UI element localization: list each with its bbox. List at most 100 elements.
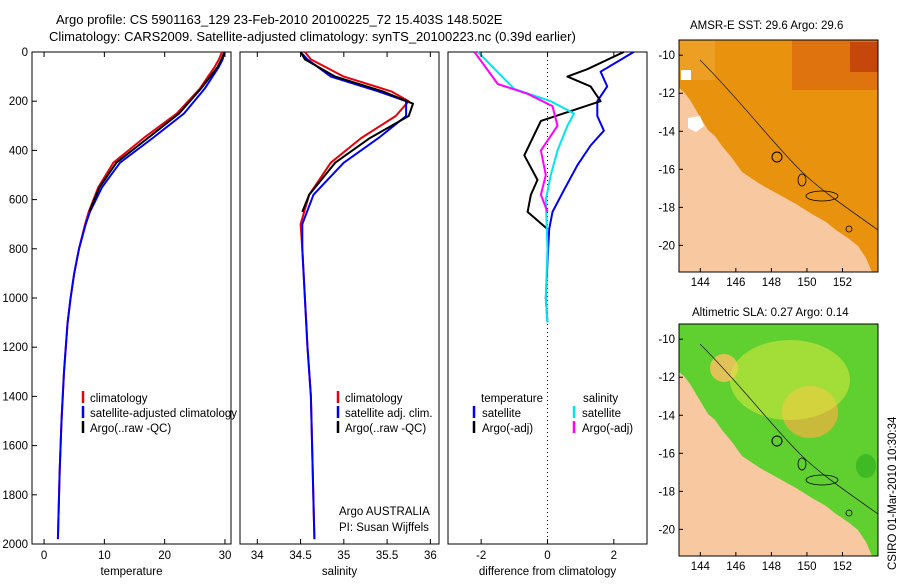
sla-lon-label: 152	[833, 561, 852, 573]
argo-agency: Argo AUSTRALIA	[339, 506, 430, 518]
salinity-xtick-label: 35	[337, 550, 350, 562]
credit-timestamp: CSIRO 01-Mar-2010 10:30:34	[887, 416, 899, 570]
temperature-ytick-label: 1000	[2, 293, 28, 305]
sst-lat-label: -14	[658, 126, 675, 138]
temperature-ytick-label: 800	[9, 244, 28, 256]
sla-lat-label: -20	[658, 524, 675, 536]
sst-map	[678, 39, 879, 273]
sla-map-title: Altimetric SLA: 0.27 Argo: 0.14	[692, 307, 849, 319]
sla-lat-label: -14	[658, 410, 675, 422]
salinity-series-satellite-adj-clim-	[299, 51, 408, 540]
sla-moderate-anomaly	[730, 340, 850, 420]
legend-label-argo: Argo(..raw -QC)	[90, 423, 171, 435]
difference-series-temperature-argo-adj-	[523, 51, 625, 230]
temperature-xtick-label: 0	[41, 550, 47, 562]
difference-series-salinity-argo-adj-	[473, 51, 559, 213]
salinity-plot: 34 34.5 35 35.5 36 salinity	[251, 51, 437, 578]
sst-lat-label: -16	[658, 164, 675, 176]
temperature-ytick-label: 1800	[2, 490, 28, 502]
salinity-xtick-label: 34.5	[289, 550, 311, 562]
salinity-legend: climatology satellite adj. clim. Argo(..…	[336, 391, 433, 534]
sla-isobath	[699, 343, 879, 515]
sst-lat-label: -20	[658, 240, 675, 252]
sla-lat-label: -18	[658, 486, 675, 498]
difference-xtick-label: 0	[544, 550, 550, 562]
legend-label-temp-argo: Argo(-adj)	[482, 423, 533, 435]
temperature-axes	[31, 51, 232, 545]
difference-xtick-label: -2	[476, 550, 486, 562]
sst-lon-label: 148	[762, 277, 781, 289]
title-line-2: Climatology: CARS2009. Satellite-adjuste…	[49, 29, 576, 44]
legend-label-climatology: climatology	[90, 393, 148, 405]
sla-lon-label: 146	[726, 561, 745, 573]
sst-lat-label: -10	[658, 50, 675, 62]
legend-label-satellite: satellite-adjusted climatology	[90, 408, 237, 420]
sla-lat-label: -12	[658, 372, 675, 384]
temperature-ytick-label: 1400	[2, 391, 28, 403]
sla-lat-label: -16	[658, 448, 675, 460]
temperature-series-satellite-adjusted-climatology	[56, 51, 226, 540]
difference-axes	[447, 51, 648, 545]
difference-series-temperature-satellite	[544, 51, 635, 323]
legend-label-sal-satellite: satellite	[582, 408, 621, 420]
temperature-ytick-label: 2000	[2, 539, 28, 551]
temperature-series-argo-raw-qc-	[88, 51, 226, 213]
sla-lon-label: 150	[797, 561, 816, 573]
sst-missing-data-2	[688, 116, 704, 132]
legend-header-salinity: salinity	[583, 393, 618, 405]
sla-low-anomaly	[856, 454, 876, 478]
temperature-plot: 0 10 20 30 0 200 400 600 800 1000 1200 1400 1600 1800…	[2, 47, 231, 578]
salinity-xtick-label: 35.5	[376, 550, 398, 562]
temperature-xtick-label: 10	[98, 550, 111, 562]
salinity-xtick-label: 34	[251, 550, 264, 562]
difference-series-salinity-satellite	[477, 51, 575, 323]
title-line-1: Argo profile: CS 5901163_129 23-Feb-2010…	[56, 12, 503, 27]
sst-reef-island-3	[845, 225, 853, 233]
sst-lat-label: -18	[658, 202, 675, 214]
sst-hot-patch	[850, 42, 878, 72]
temperature-xtick-label: 30	[219, 550, 232, 562]
temperature-legend: climatology satellite-adjusted climatolo…	[81, 391, 237, 435]
temperature-series-climatology	[56, 51, 223, 540]
temperature-ytick-label: 1600	[2, 441, 28, 453]
temperature-ytick-label: 0	[22, 47, 28, 59]
sst-lon-label: 150	[797, 277, 816, 289]
temperature-ytick-label: 200	[9, 96, 28, 108]
sst-map-frame	[678, 39, 879, 273]
sst-map-title: AMSR-E SST: 29.6 Argo: 29.6	[690, 20, 843, 32]
sla-lon-label: 144	[691, 561, 711, 573]
sst-isobath	[699, 59, 879, 231]
sst-missing-data	[681, 70, 691, 80]
salinity-series-argo-raw-qc-	[299, 51, 414, 213]
sla-map	[678, 323, 879, 557]
sst-lon-label: 144	[691, 277, 711, 289]
sst-reef-island	[805, 190, 839, 202]
difference-xlabel: difference from climatology	[479, 566, 616, 578]
sst-ocean-field	[679, 40, 878, 272]
temperature-ytick-label: 400	[9, 145, 28, 157]
legend-header-temperature: temperature	[481, 393, 543, 405]
legend-label-argo: Argo(..raw -QC)	[345, 423, 426, 435]
sla-reef-island	[805, 474, 839, 486]
sla-lon-label: 148	[762, 561, 781, 573]
salinity-axes	[239, 51, 440, 545]
temperature-xlabel: temperature	[100, 566, 162, 578]
argo-pi: PI: Susan Wijffels	[339, 522, 429, 534]
sst-lon-label: 152	[833, 277, 852, 289]
sst-lon-label: 146	[726, 277, 745, 289]
sla-reef-island-3	[845, 509, 853, 517]
sst-reef-island-2	[797, 173, 807, 187]
legend-label-sal-argo: Argo(-adj)	[582, 423, 633, 435]
temperature-ytick-label: 600	[9, 195, 28, 207]
salinity-xtick-label: 36	[424, 550, 437, 562]
temperature-xtick-label: 20	[158, 550, 171, 562]
sla-argo-position-marker	[771, 435, 783, 447]
sla-lat-label: -10	[658, 334, 675, 346]
difference-xtick-label: 2	[611, 550, 617, 562]
sst-lat-label: -12	[658, 88, 675, 100]
difference-plot: -2 0 2 difference from climatology	[473, 51, 635, 578]
sla-map-frame	[678, 323, 879, 557]
legend-label-climatology: climatology	[345, 393, 403, 405]
temperature-ytick-label: 1200	[2, 342, 28, 354]
